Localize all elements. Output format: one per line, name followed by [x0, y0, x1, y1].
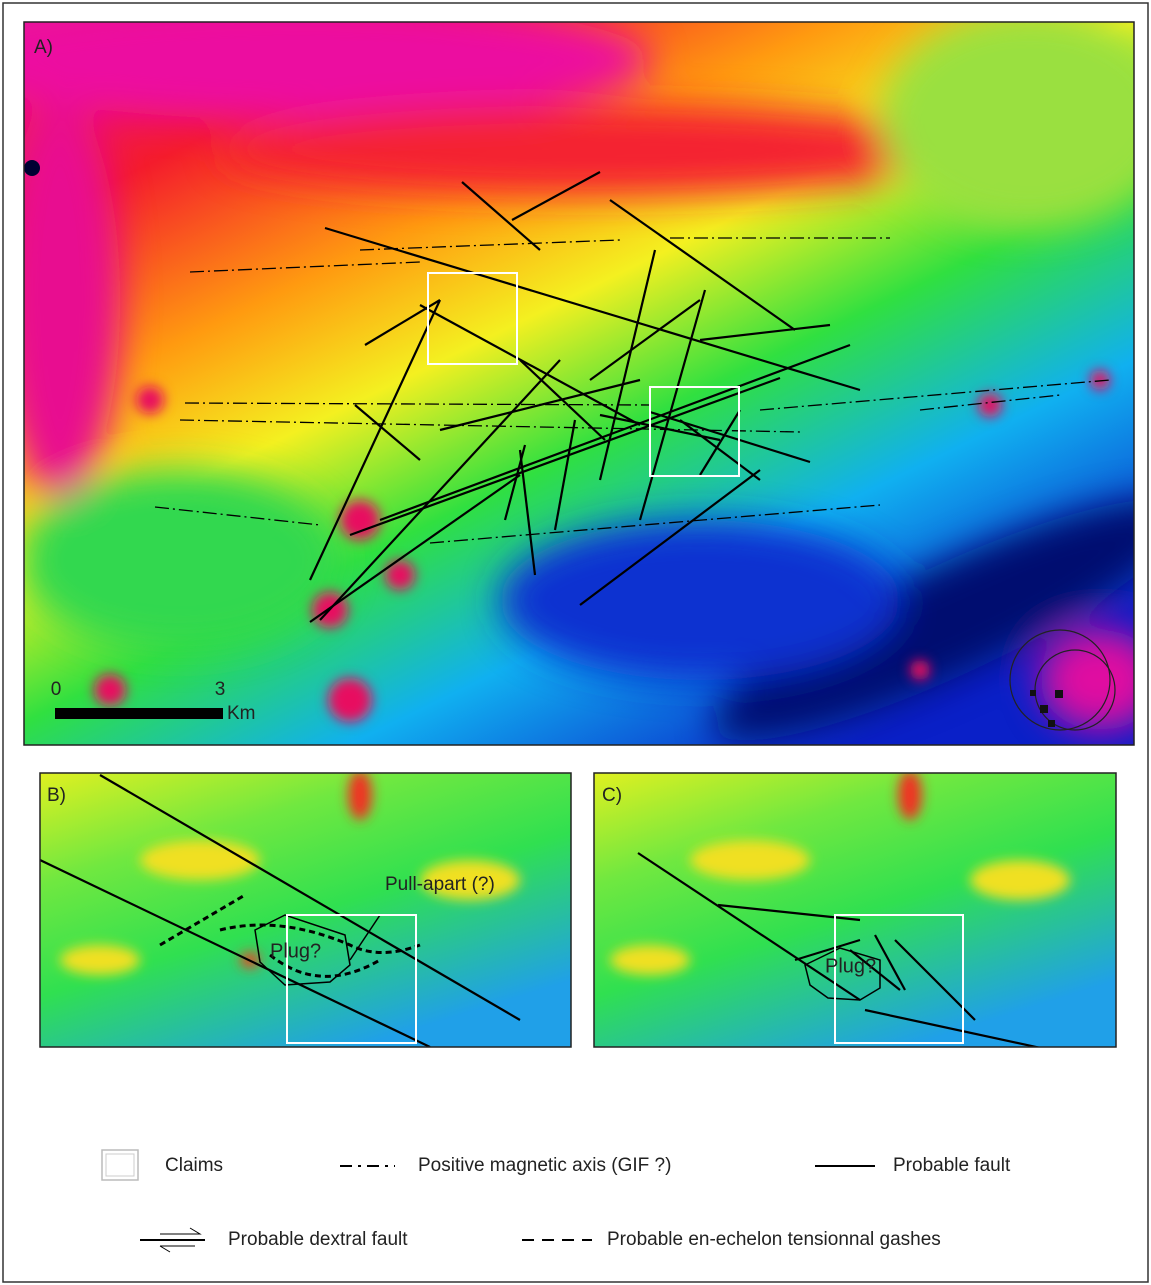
plug-label: Plug? [825, 955, 876, 977]
scale-bar [55, 708, 223, 719]
legend-label: Positive magnetic axis (GIF ?) [418, 1155, 671, 1176]
panel-label: C) [602, 785, 622, 806]
panel-c-map [594, 770, 1116, 1050]
scale-unit: Km [227, 703, 256, 724]
panel-a-map [0, 0, 1151, 780]
scale-start: 0 [51, 679, 62, 700]
legend-label: Claims [165, 1155, 223, 1176]
panel-label: B) [47, 785, 66, 806]
legend: Claims Positive magnetic axis (GIF ?) Pr… [102, 1150, 1011, 1252]
legend-label: Probable en-echelon tensionnal gashes [607, 1229, 941, 1250]
panel-label: A) [34, 37, 53, 58]
figure: A) 0 3 Km B) Pull-apart (?) Plug? C) Plu… [0, 0, 1151, 1285]
annotation: Pull-apart (?) [385, 874, 495, 895]
plug-label: Plug? [270, 940, 321, 962]
panel-b-map [40, 770, 571, 1047]
scale-end: 3 [215, 679, 226, 700]
legend-label: Probable dextral fault [228, 1229, 408, 1250]
legend-label: Probable fault [893, 1155, 1011, 1176]
